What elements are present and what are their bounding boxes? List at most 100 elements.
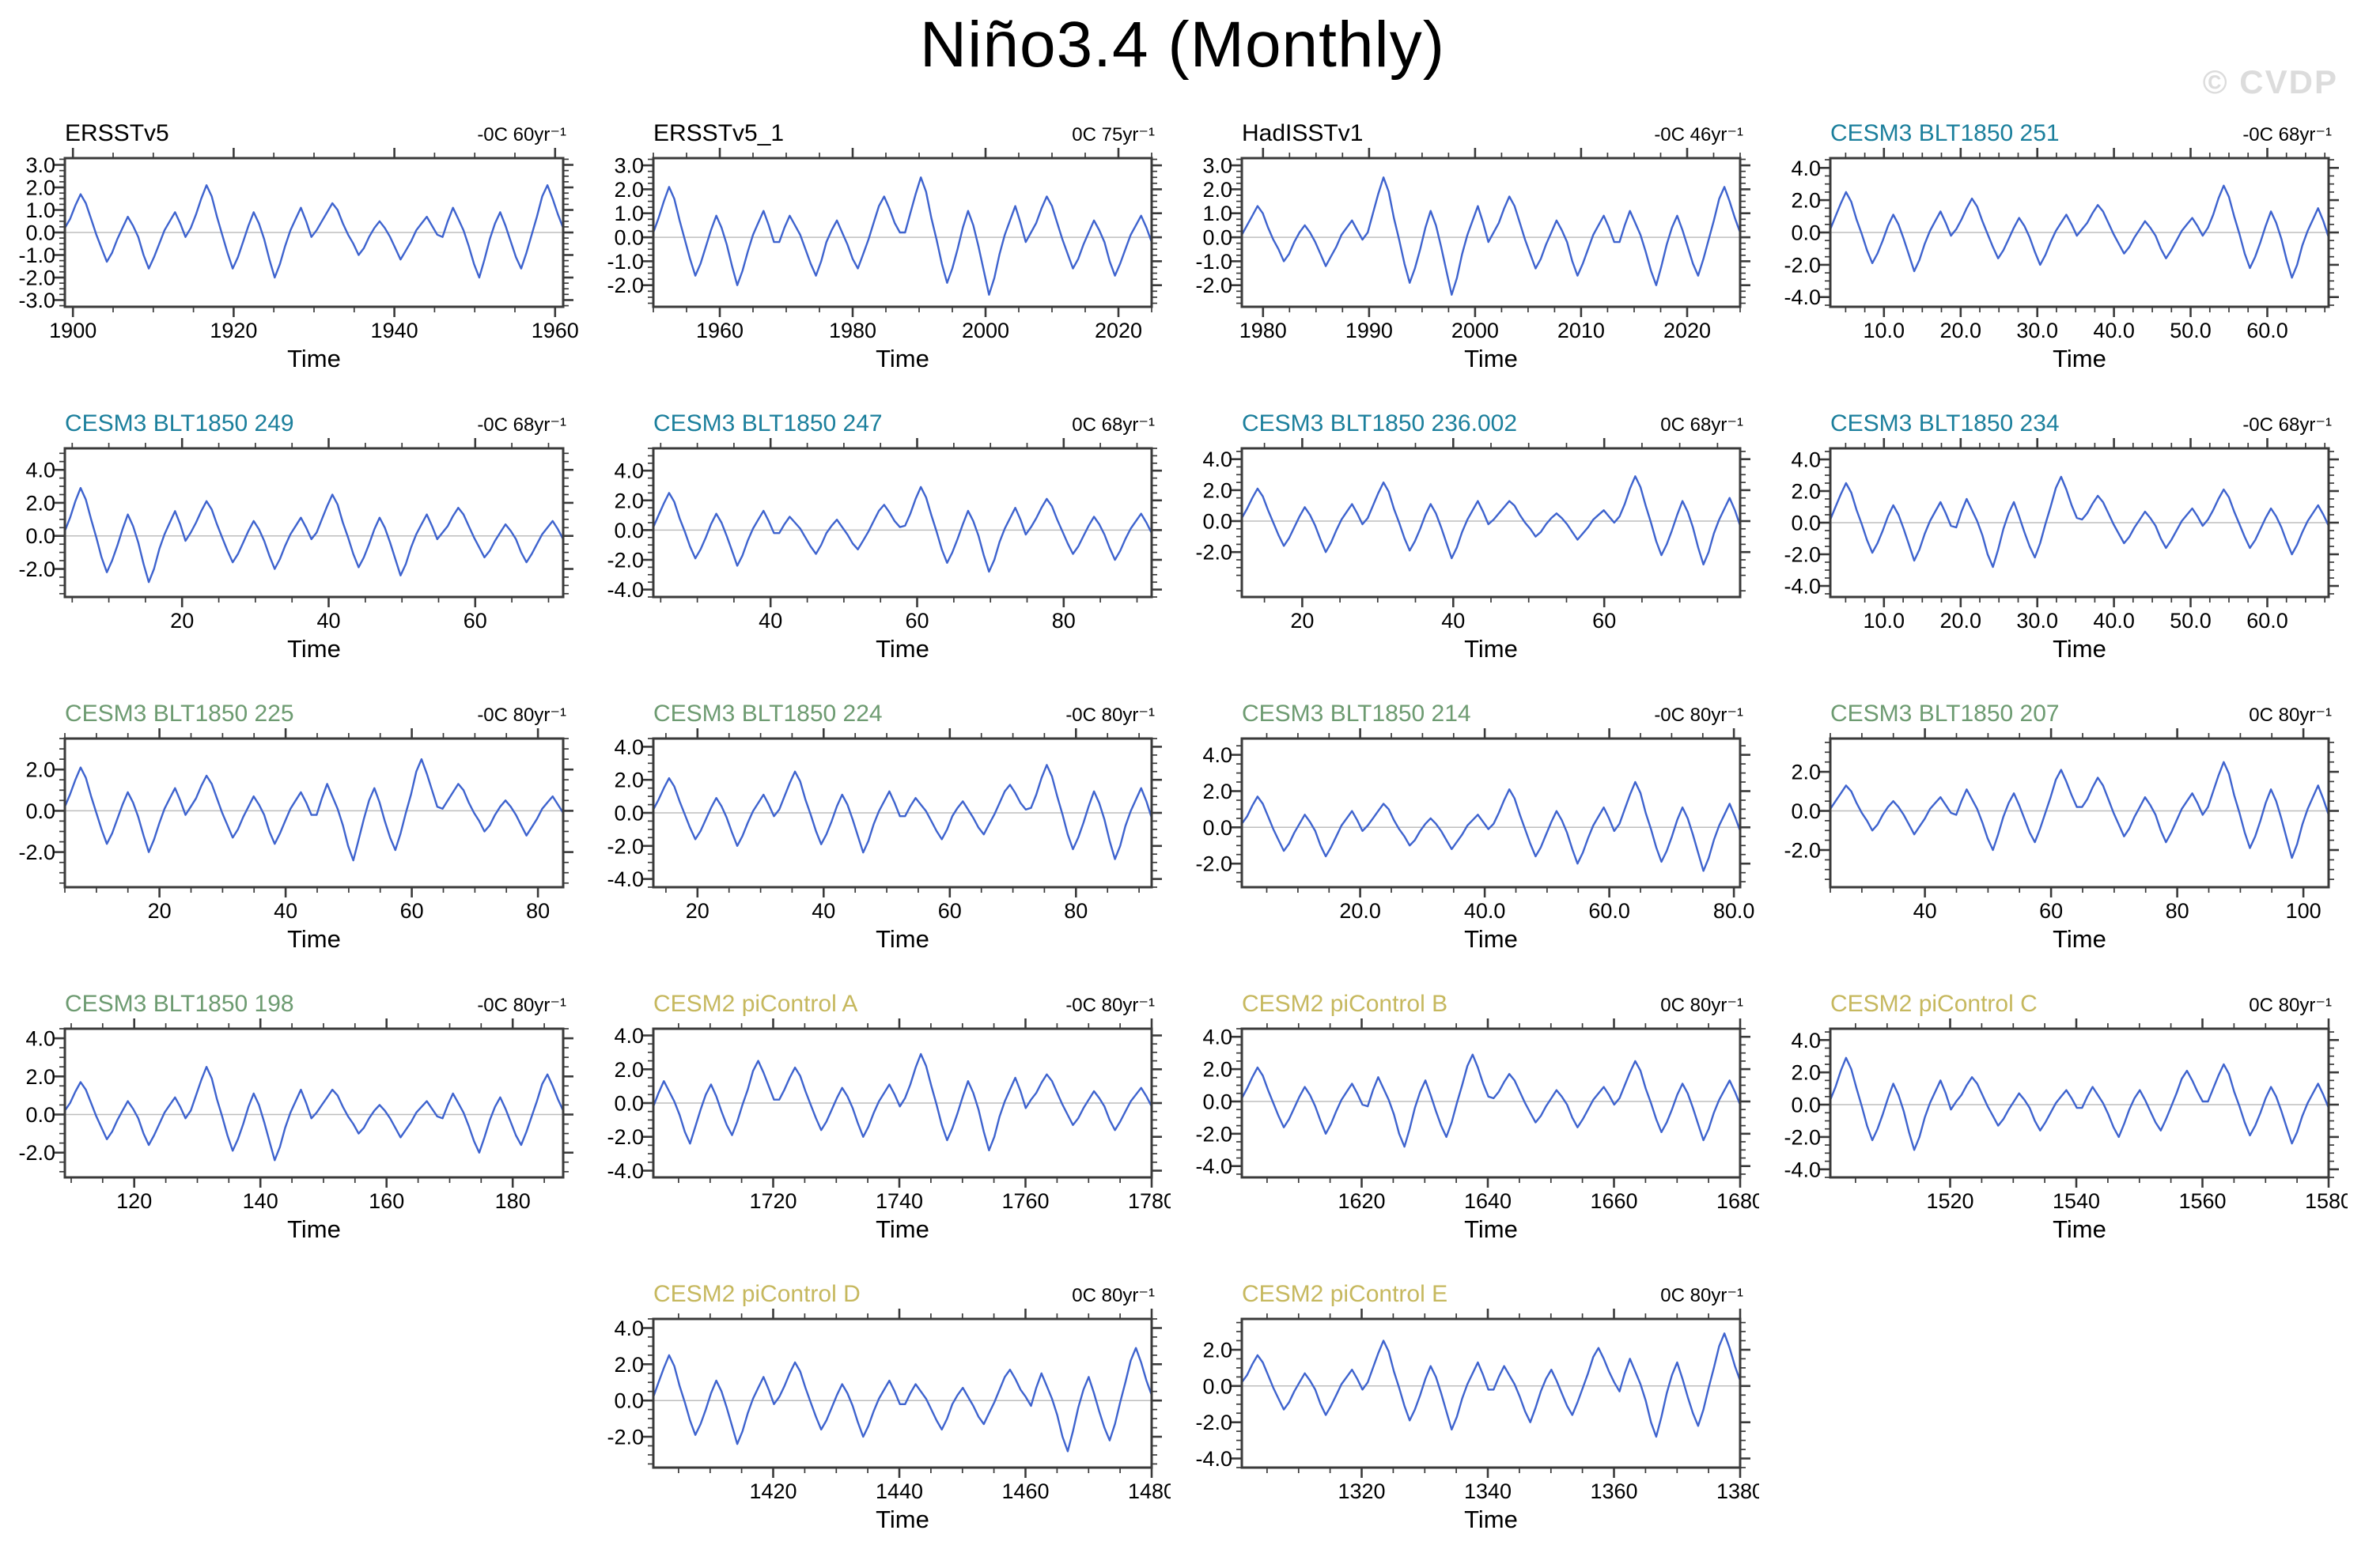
svg-text:1.0: 1.0: [25, 198, 55, 222]
svg-text:1.0: 1.0: [614, 202, 644, 225]
svg-text:0.0: 0.0: [1791, 221, 1821, 245]
panel-trend-label: -0C 80yr⁻¹: [477, 705, 566, 726]
svg-text:1960: 1960: [696, 319, 744, 342]
svg-text:-2.0: -2.0: [1784, 1125, 1821, 1149]
svg-text:2.0: 2.0: [1202, 1058, 1232, 1082]
svg-text:140: 140: [243, 1189, 278, 1213]
svg-text:40: 40: [1913, 899, 1937, 923]
svg-text:-2.0: -2.0: [1195, 541, 1232, 565]
timeseries-plot: 1520 1540 1560 1580 4.0 2.0 0.0 -2.0 -4.0: [1784, 1018, 2348, 1213]
svg-text:0.0: 0.0: [1202, 1090, 1232, 1114]
x-axis-title: Time: [876, 1215, 929, 1243]
svg-text:2.0: 2.0: [1202, 478, 1232, 502]
svg-text:4.0: 4.0: [614, 1317, 644, 1340]
svg-text:-4.0: -4.0: [1784, 1158, 1821, 1181]
svg-text:3.0: 3.0: [614, 154, 644, 178]
timeseries-plot: 1620 1640 1660 1680 4.0 2.0 0.0 -2.0 -4.0: [1195, 1018, 1759, 1213]
svg-text:2.0: 2.0: [25, 491, 55, 515]
x-axis-title: Time: [876, 345, 929, 372]
svg-text:4.0: 4.0: [1202, 1026, 1232, 1049]
svg-text:1440: 1440: [876, 1479, 923, 1503]
timeseries-plot: 1980 1990 2000 2010 2020 3.02.01.00.0-1.0-2.0: [1195, 148, 1750, 342]
svg-text:2.0: 2.0: [614, 1353, 644, 1377]
svg-text:60: 60: [400, 899, 424, 923]
svg-text:1.0: 1.0: [1202, 202, 1232, 225]
svg-text:-2.0: -2.0: [1784, 839, 1821, 863]
panel-trend-label: -0C 46yr⁻¹: [1654, 124, 1743, 145]
svg-text:2020: 2020: [1663, 319, 1711, 342]
x-axis-title: Time: [876, 925, 929, 953]
svg-text:2.0: 2.0: [1202, 780, 1232, 803]
svg-text:40: 40: [812, 899, 835, 923]
svg-text:1920: 1920: [210, 319, 257, 342]
svg-text:40.0: 40.0: [2093, 319, 2135, 342]
timeseries-plot: 40 60 80 100 2.0 0.0 -2.0: [1784, 728, 2339, 923]
svg-text:1980: 1980: [829, 319, 876, 342]
svg-text:1420: 1420: [749, 1479, 797, 1503]
panel-title: CESM3 BLT1850 249: [65, 410, 294, 436]
x-axis-title: Time: [2053, 925, 2106, 953]
panel-trend-label: -0C 80yr⁻¹: [1654, 705, 1743, 726]
svg-text:-2.0: -2.0: [607, 1426, 644, 1449]
svg-text:4.0: 4.0: [614, 735, 644, 759]
svg-text:60.0: 60.0: [2246, 319, 2288, 342]
panel-title: CESM2 piControl D: [653, 1281, 861, 1307]
svg-text:1580: 1580: [2305, 1189, 2348, 1213]
x-axis-title: Time: [1464, 925, 1518, 953]
svg-text:20: 20: [686, 899, 710, 923]
svg-text:0.0: 0.0: [1202, 226, 1232, 250]
panel-title: CESM2 piControl B: [1242, 991, 1448, 1017]
svg-text:-2.0: -2.0: [18, 1141, 55, 1165]
panel-trend-label: 0C 80yr⁻¹: [1660, 1285, 1743, 1306]
svg-text:2.0: 2.0: [1791, 189, 1821, 213]
svg-text:160: 160: [369, 1189, 404, 1213]
svg-text:1540: 1540: [2053, 1189, 2100, 1213]
panel-trend-label: -0C 80yr⁻¹: [1065, 995, 1155, 1016]
svg-text:-2.0: -2.0: [607, 834, 644, 858]
panel-trend-label: -0C 68yr⁻¹: [2242, 414, 2332, 436]
svg-text:20: 20: [148, 899, 172, 923]
svg-text:30.0: 30.0: [2016, 319, 2058, 342]
svg-text:2020: 2020: [1095, 319, 1142, 342]
panel-trend-label: -0C 68yr⁻¹: [2242, 124, 2332, 145]
svg-text:2000: 2000: [1451, 319, 1499, 342]
svg-text:1380: 1380: [1716, 1479, 1759, 1503]
svg-text:1940: 1940: [371, 319, 418, 342]
panel-title: CESM3 BLT1850 224: [653, 701, 883, 727]
timeseries-panel: CESM3 BLT1850 214 -0C 80yr⁻¹ 20.0 40.0 60.0…: [1186, 697, 1759, 988]
svg-text:80: 80: [2166, 899, 2189, 923]
svg-text:40.0: 40.0: [2093, 609, 2135, 633]
svg-text:1960: 1960: [532, 319, 579, 342]
svg-text:40: 40: [1441, 609, 1465, 633]
panel-trend-label: 0C 80yr⁻¹: [2249, 705, 2332, 726]
timeseries-plot: 20 40 60 80 2.0 0.0 -2.0: [18, 728, 573, 923]
panel-title: CESM3 BLT1850 214: [1242, 701, 1471, 727]
svg-text:100: 100: [2286, 899, 2321, 923]
svg-text:0.0: 0.0: [614, 519, 644, 542]
svg-text:1620: 1620: [1338, 1189, 1385, 1213]
timeseries-plot: 1420 1440 1460 1480 4.0 2.0 0.0 -2.0: [607, 1309, 1171, 1503]
timeseries-panel: CESM3 BLT1850 249 -0C 68yr⁻¹ 20 40 60 4.0 2.0…: [9, 407, 582, 697]
cvdp-watermark: © CVDP: [2202, 63, 2338, 100]
svg-text:4.0: 4.0: [1791, 1029, 1821, 1052]
svg-text:1990: 1990: [1345, 319, 1393, 342]
svg-text:2.0: 2.0: [25, 758, 55, 782]
svg-text:-2.0: -2.0: [607, 274, 644, 297]
timeseries-panel: CESM2 piControl A -0C 80yr⁻¹ 1720 1740 1760…: [598, 988, 1171, 1278]
timeseries-plot: 1900 1920 1940 1960 3.02.01.00.0-1.0-2.0-3.0: [18, 148, 579, 342]
timeseries-plot: 1320 1340 1360 1380 2.0 0.0 -2.0 -4.0: [1195, 1309, 1759, 1503]
svg-text:2.0: 2.0: [1791, 1061, 1821, 1085]
svg-text:-2.0: -2.0: [1195, 1122, 1232, 1146]
svg-text:4.0: 4.0: [614, 459, 644, 483]
svg-text:50.0: 50.0: [2170, 609, 2212, 633]
svg-text:40: 40: [274, 899, 297, 923]
svg-text:-2.0: -2.0: [1784, 253, 1821, 277]
svg-text:40.0: 40.0: [1464, 899, 1506, 923]
panel-trend-label: -0C 80yr⁻¹: [477, 995, 566, 1016]
svg-text:1640: 1640: [1464, 1189, 1512, 1213]
panel-title: ERSSTv5_1: [653, 120, 785, 146]
timeseries-panel: CESM3 BLT1850 225 -0C 80yr⁻¹ 20 40 60 80 2.0 0…: [9, 697, 582, 988]
panel-trend-label: 0C 68yr⁻¹: [1660, 414, 1743, 436]
svg-text:180: 180: [495, 1189, 531, 1213]
svg-text:0.0: 0.0: [25, 1103, 55, 1127]
